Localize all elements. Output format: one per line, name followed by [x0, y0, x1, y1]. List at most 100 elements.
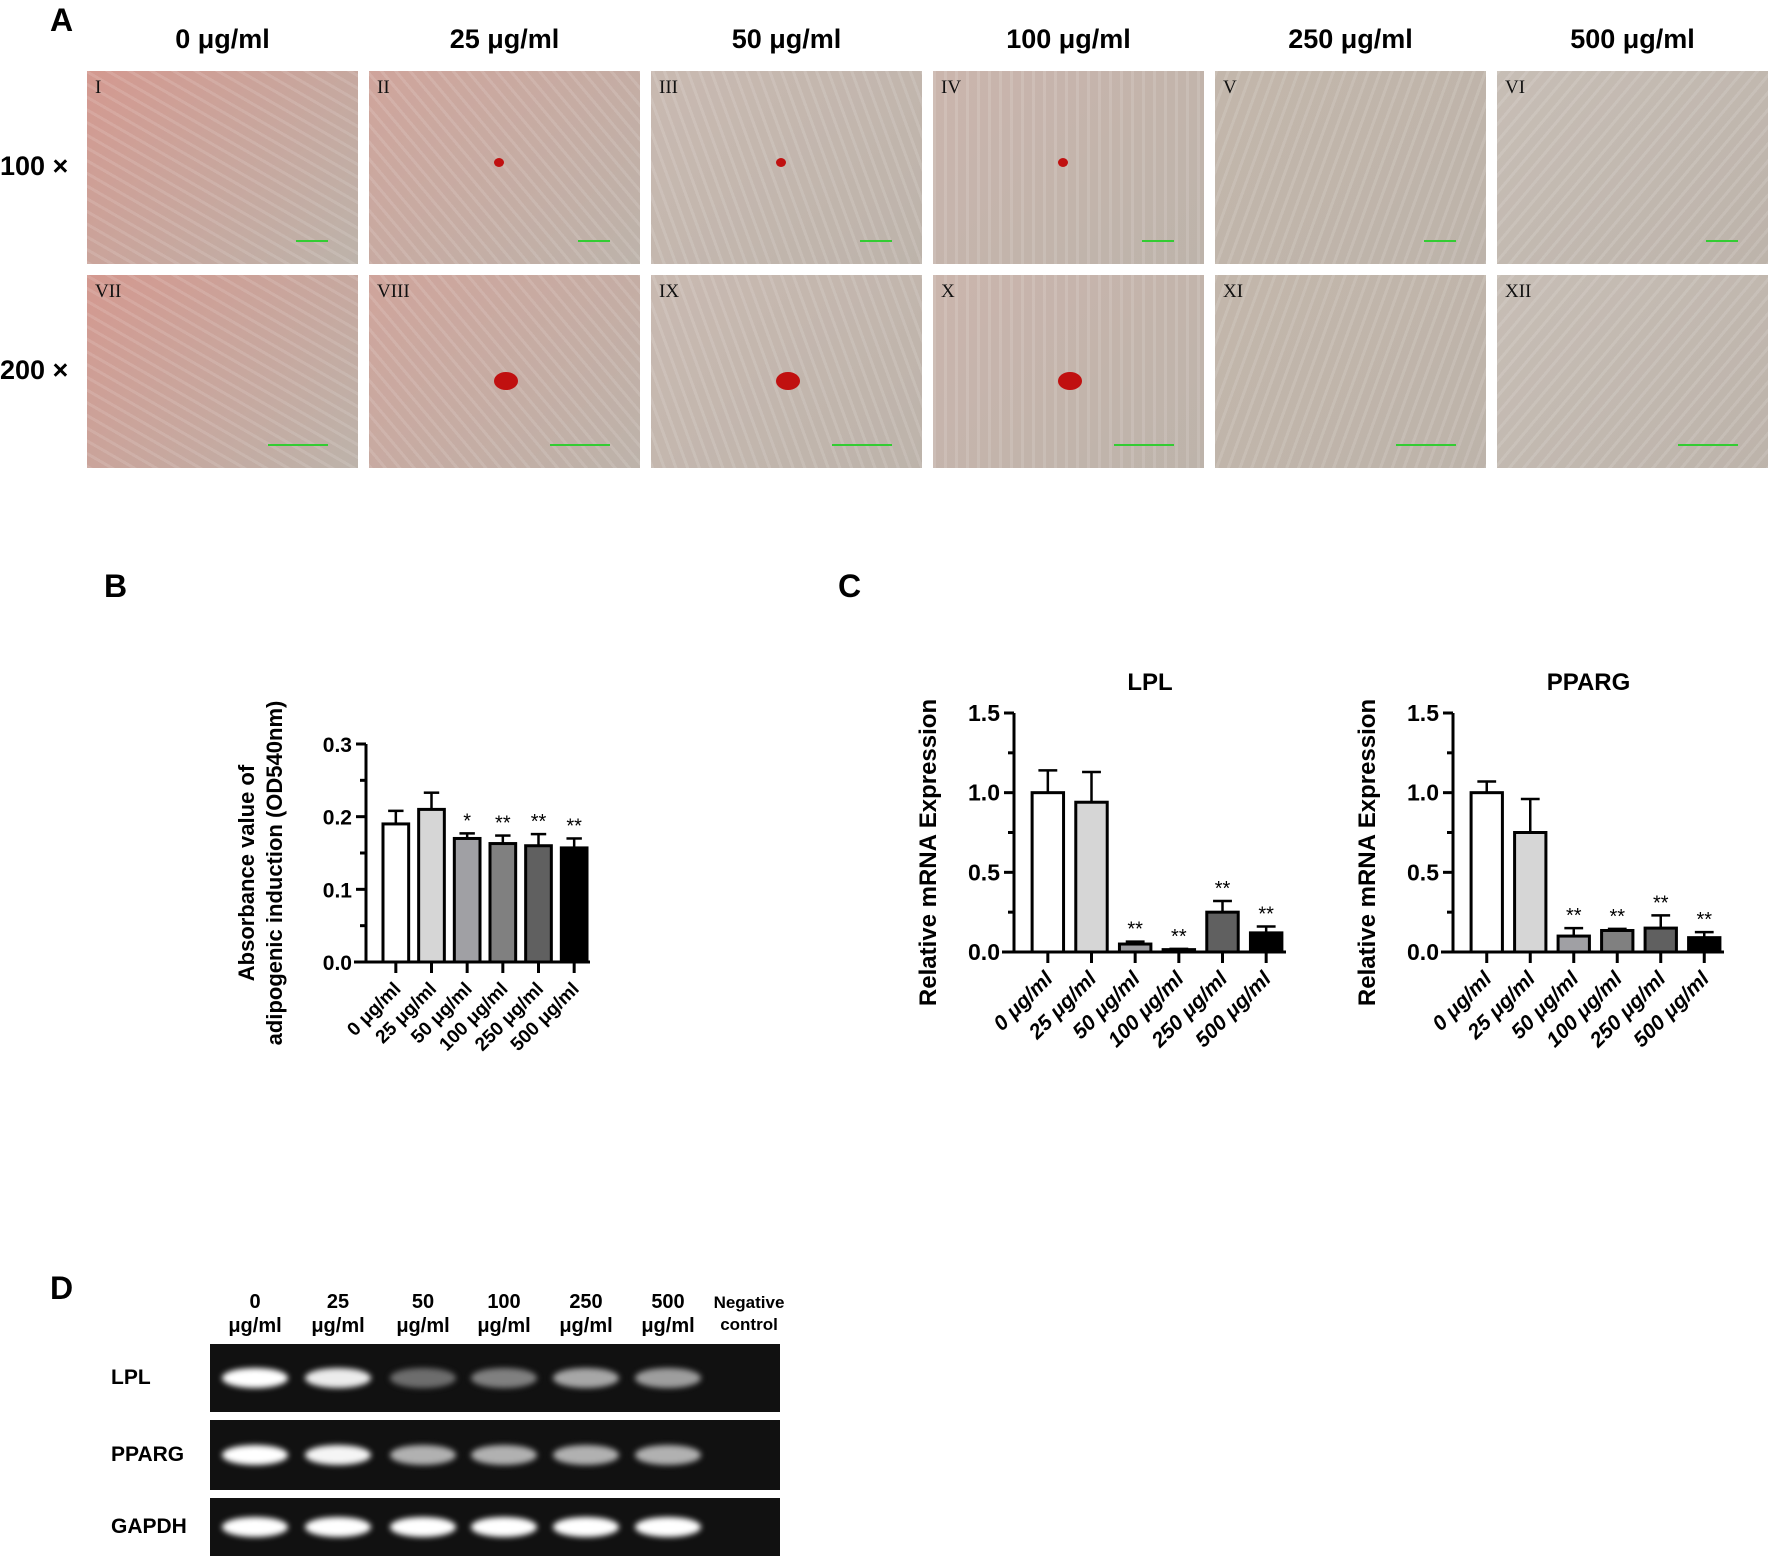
row-header: 200 × [0, 355, 69, 385]
y-tick-label: 0.0 [323, 952, 352, 975]
lipid-droplet [493, 157, 504, 167]
gel-band [471, 1517, 537, 1537]
significance-marker: ** [566, 815, 582, 837]
column-header: 0 μg/ml [175, 24, 270, 54]
micrograph: IX [651, 275, 922, 468]
bar [559, 846, 589, 964]
gel-band [390, 1445, 456, 1465]
micrograph: VI [1497, 71, 1768, 264]
significance-marker: ** [531, 811, 547, 833]
lane-header: 100 μg/ml [464, 1290, 544, 1338]
scale-bar [1142, 240, 1174, 242]
gene-label: LPL [111, 1366, 151, 1389]
scale-bar [1114, 444, 1174, 446]
micrograph: XI [1215, 275, 1486, 468]
image-numeral: XI [1223, 281, 1244, 302]
scale-bar [550, 444, 610, 446]
y-tick-label: 0.0 [1407, 939, 1439, 965]
image-numeral: IV [941, 77, 962, 98]
lane-header-line: Negative [713, 1293, 785, 1312]
micrograph: VIII [369, 275, 640, 468]
image-numeral: III [659, 77, 678, 98]
significance-marker: ** [1171, 926, 1187, 948]
gel-band [222, 1445, 288, 1465]
bar [1030, 791, 1066, 954]
y-axis-label: Absorbance value of [234, 764, 259, 981]
bar [1556, 934, 1591, 954]
scale-bar [860, 240, 892, 242]
y-tick-label: 0.5 [968, 859, 1000, 885]
lane-header-line: μg/ml [477, 1315, 531, 1337]
bar [1687, 936, 1722, 954]
lane-header-line: μg/ml [228, 1315, 282, 1337]
gel-band [553, 1517, 619, 1537]
chart-title: LPL [1127, 669, 1172, 696]
lipid-droplet [493, 371, 518, 390]
lane-header: Negative control [704, 1292, 794, 1336]
bar [1117, 942, 1153, 954]
gel-band [390, 1517, 456, 1537]
gel-strip [210, 1498, 780, 1556]
scale-bar [578, 240, 610, 242]
micrograph: V [1215, 71, 1486, 264]
micrograph: II [369, 71, 640, 264]
y-tick-label: 0.0 [968, 939, 1000, 965]
bar [452, 836, 482, 964]
lane-header: 0 μg/ml [215, 1290, 295, 1338]
significance-marker: ** [1127, 919, 1143, 941]
bar [1600, 928, 1635, 954]
scale-bar [268, 444, 328, 446]
y-tick-label: 1.0 [1407, 780, 1439, 806]
bar [1513, 831, 1548, 954]
gene-label: PPARG [111, 1443, 185, 1466]
micrograph: IV [933, 71, 1204, 264]
image-numeral: IX [659, 281, 680, 302]
y-axis-label: adipogenic induction (OD540nm) [262, 701, 287, 1046]
lane-header-line: control [720, 1315, 778, 1334]
lane-header-line: μg/ml [311, 1315, 365, 1337]
y-tick-label: 0.2 [323, 807, 352, 830]
bar [381, 822, 411, 964]
lane-header: 25 μg/ml [298, 1290, 378, 1338]
bar [417, 807, 446, 964]
bar [1161, 948, 1197, 954]
significance-marker: * [463, 810, 471, 832]
y-tick-label: 0.5 [1407, 859, 1439, 885]
scale-bar [296, 240, 328, 242]
y-tick-label: 1.5 [968, 700, 1000, 726]
row-header: 100 × [0, 151, 69, 181]
image-numeral: II [377, 77, 390, 98]
gel-band [222, 1368, 288, 1388]
lipid-droplet [775, 371, 800, 390]
column-header: 500 μg/ml [1570, 24, 1695, 54]
micrograph: X [933, 275, 1204, 468]
lane-header: 500 μg/ml [628, 1290, 708, 1338]
gel-band [471, 1445, 537, 1465]
panel-c-label: C [838, 568, 862, 604]
image-numeral: VI [1505, 77, 1526, 98]
micrograph: III [651, 71, 922, 264]
image-numeral: X [941, 281, 955, 302]
significance-marker: ** [1258, 904, 1274, 926]
y-tick-label: 0.1 [323, 879, 353, 902]
gel-band [553, 1368, 619, 1388]
y-tick-label: 0.3 [323, 734, 352, 757]
micrograph: VII [87, 275, 358, 468]
scale-bar [1424, 240, 1456, 242]
gel-strip [210, 1344, 780, 1412]
image-numeral: VIII [377, 281, 410, 302]
y-tick-label: 1.0 [968, 780, 1000, 806]
bar [1643, 926, 1678, 954]
scale-bar [1396, 444, 1456, 446]
significance-marker: ** [1696, 909, 1712, 931]
lane-header-line: μg/ml [641, 1315, 695, 1337]
gel-band [222, 1517, 288, 1537]
column-header: 50 μg/ml [731, 24, 842, 54]
bar [1469, 791, 1504, 954]
lipid-droplet [1057, 371, 1082, 390]
image-numeral: V [1223, 77, 1237, 98]
column-header: 25 μg/ml [449, 24, 560, 54]
column-header: 100 μg/ml [1006, 24, 1131, 54]
lipid-droplet [1057, 157, 1068, 167]
image-numeral: I [95, 77, 102, 98]
